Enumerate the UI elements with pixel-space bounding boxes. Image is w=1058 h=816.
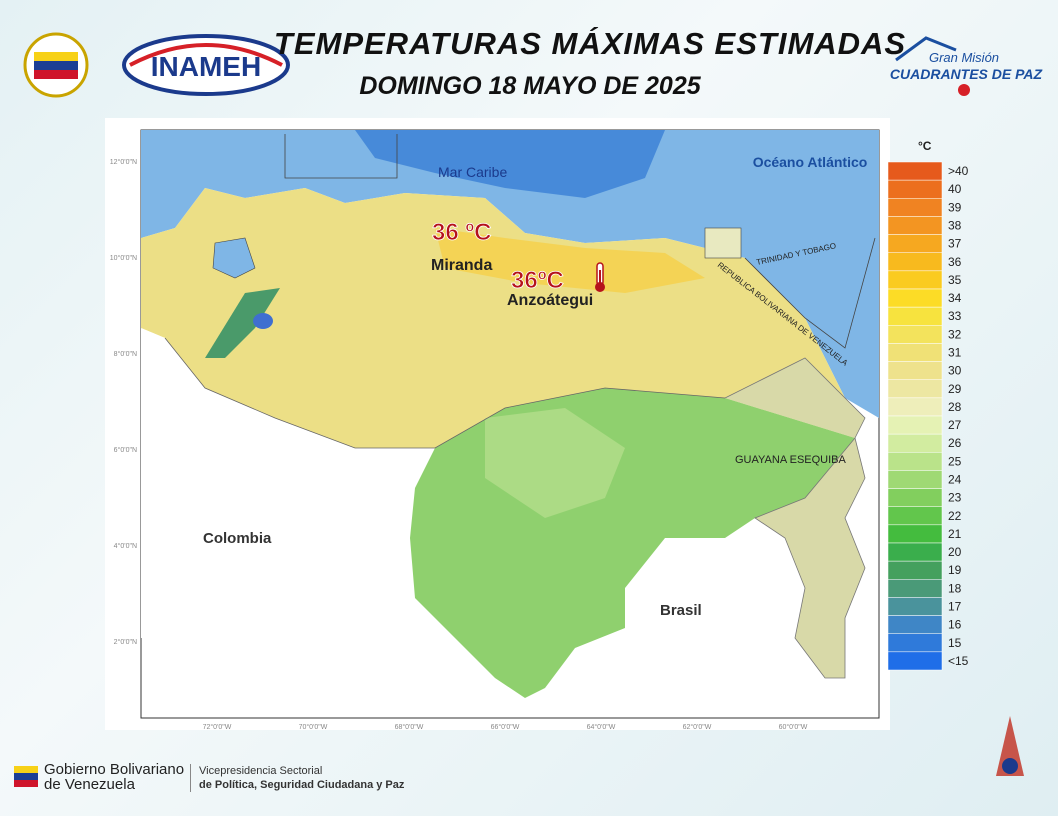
- region-label: GUAYANA ESEQUIBA: [735, 454, 847, 466]
- legend: °C >40 40 39 38 37 36 35 34 33 32 31 30 29 28 27 26 25 24…: [887, 140, 969, 671]
- legend-label: 29: [948, 382, 962, 396]
- place-annotation: Anzoátegui: [507, 292, 593, 309]
- country-label: Brasil: [660, 602, 702, 619]
- subtitle: DOMINGO 18 MAYO DE 2025: [359, 72, 701, 100]
- legend-label: 35: [948, 273, 962, 287]
- country-label: Colombia: [203, 530, 272, 547]
- legend-swatch: [887, 597, 943, 616]
- footer-text: Gobierno Bolivariano: [44, 761, 185, 778]
- legend-swatch: [887, 198, 943, 217]
- legend-swatch: [887, 234, 943, 253]
- legend-swatch: [887, 560, 943, 580]
- lon-label: 70°0'0"W: [299, 723, 328, 730]
- legend-label: 40: [948, 182, 962, 196]
- legend-swatch: [887, 506, 943, 526]
- legend-label: 31: [948, 346, 962, 360]
- temp-annotation: 36 ºC: [432, 219, 491, 246]
- legend-swatch: [887, 452, 943, 471]
- lon-label: 60°0'0"W: [779, 723, 808, 730]
- lat-label: 4°0'0"N: [114, 542, 137, 550]
- mission-logo: Gran Misión CUADRANTES DE PAZ: [890, 36, 1043, 96]
- legend-label: 34: [948, 291, 962, 305]
- legend-swatch: [887, 361, 943, 380]
- emblem-logo: [23, 32, 89, 98]
- mission-bottom: CUADRANTES DE PAZ: [890, 66, 1043, 82]
- legend-label: 28: [948, 400, 962, 414]
- legend-label: 23: [948, 491, 962, 505]
- legend-swatch: [887, 542, 943, 562]
- lat-label: 10°0'0"N: [110, 254, 137, 262]
- title: TEMPERATURAS MÁXIMAS ESTIMADAS: [273, 26, 907, 61]
- legend-swatch: [887, 288, 943, 308]
- sea-label: Mar Caribe: [438, 164, 507, 180]
- thermometer-icon: [595, 262, 605, 292]
- legend-swatch: [887, 252, 943, 272]
- footer-text: de Política, Seguridad Ciudadana y Paz: [199, 779, 405, 791]
- footer-gov: Gobierno Bolivariano de Venezuela: [16, 762, 184, 792]
- anniversary-logo: [996, 716, 1024, 776]
- legend-label: 20: [948, 545, 962, 559]
- place-annotation: Miranda: [431, 257, 492, 274]
- lat-label: 12°0'0"N: [110, 158, 137, 166]
- legend-label: <15: [948, 654, 969, 668]
- legend-swatch: [887, 306, 943, 326]
- lon-label: 64°0'0"W: [587, 723, 616, 730]
- legend-label: 30: [948, 364, 962, 378]
- legend-label: 39: [948, 200, 962, 214]
- footer-text: de Venezuela: [44, 776, 135, 793]
- legend-label: 15: [948, 636, 962, 650]
- legend-label: 21: [948, 527, 962, 541]
- lon-label: 72°0'0"W: [203, 723, 232, 730]
- legend-swatch: [887, 216, 943, 235]
- flag-icon: [14, 766, 38, 787]
- inameh-logo: INAMEH: [122, 34, 290, 96]
- legend-swatch: [887, 524, 943, 544]
- legend-swatch: [887, 651, 943, 671]
- legend-swatch: [887, 379, 943, 399]
- legend-label: 37: [948, 237, 962, 251]
- legend-label: 27: [948, 418, 962, 432]
- legend-swatch: [887, 343, 943, 362]
- lat-label: 6°0'0"N: [114, 446, 137, 454]
- lat-label: 8°0'0"N: [114, 350, 137, 358]
- legend-label: 17: [948, 600, 962, 614]
- lat-label: 2°0'0"N: [114, 638, 137, 646]
- footer-text: Vicepresidencia Sectorial: [199, 765, 323, 777]
- lon-label: 68°0'0"W: [395, 723, 424, 730]
- mission-top: Gran Misión: [929, 50, 999, 65]
- legend-swatch: [887, 415, 943, 435]
- legend-swatch: [887, 615, 943, 634]
- map: Mar Caribe Océano Atlántico Colombia Bra…: [105, 118, 890, 730]
- legend-swatch: [887, 397, 943, 417]
- legend-label: 32: [948, 327, 962, 341]
- legend-label: 19: [948, 563, 962, 577]
- legend-label: 22: [948, 509, 962, 523]
- ocean-label-1: Océano Atlántico: [753, 154, 868, 170]
- temp-annotation: 36ºC: [511, 267, 564, 294]
- legend-swatch: [887, 325, 943, 344]
- legend-label: 38: [948, 219, 962, 233]
- legend-label: 25: [948, 454, 962, 468]
- legend-swatch: [887, 470, 943, 489]
- inameh-text: INAMEH: [151, 51, 261, 82]
- legend-label: 36: [948, 255, 962, 269]
- legend-swatch: [887, 433, 943, 453]
- legend-swatch: [887, 633, 943, 653]
- legend-label: 26: [948, 436, 962, 450]
- footer-vp: Vicepresidencia Sectorial de Política, S…: [190, 764, 404, 792]
- legend-swatch: [887, 579, 943, 598]
- legend-label: 18: [948, 581, 962, 595]
- legend-unit: °C: [918, 140, 932, 153]
- legend-swatch: [887, 161, 943, 181]
- lon-label: 62°0'0"W: [683, 723, 712, 730]
- legend-label: >40: [948, 164, 969, 178]
- legend-swatch: [887, 488, 943, 507]
- legend-label: 33: [948, 309, 962, 323]
- legend-swatch: [887, 179, 943, 199]
- legend-swatch: [887, 270, 943, 290]
- legend-label: 24: [948, 473, 962, 487]
- lon-label: 66°0'0"W: [491, 723, 520, 730]
- legend-label: 16: [948, 618, 962, 632]
